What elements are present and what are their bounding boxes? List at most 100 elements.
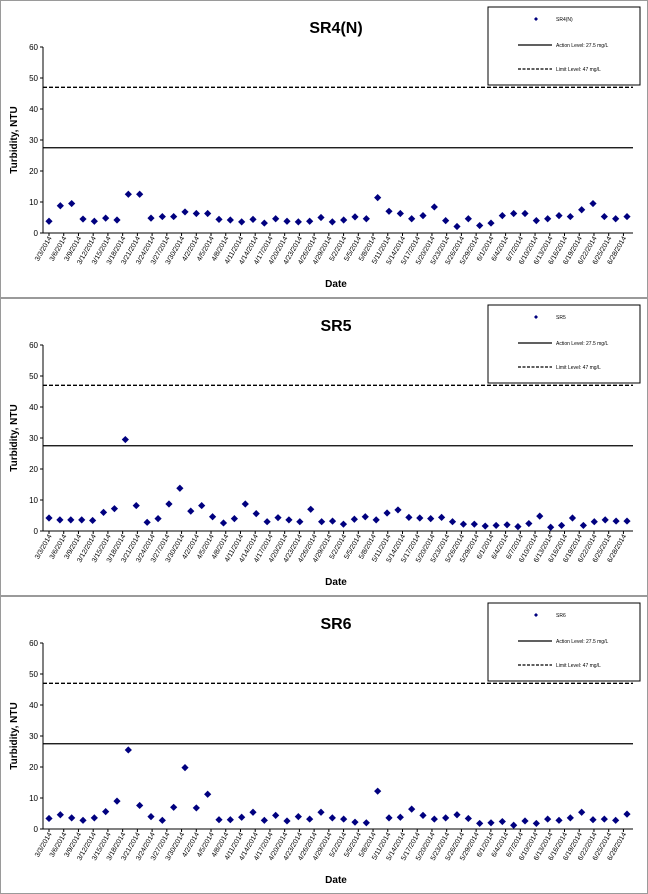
data-point (132, 501, 140, 510)
data-point (67, 516, 75, 524)
data-point (448, 518, 457, 526)
data-point (204, 209, 212, 218)
data-point (394, 506, 402, 514)
data-point (45, 217, 53, 225)
data-point (215, 816, 223, 824)
chart-panel-sr5: SR5 0 10 20 30 40 50 60 Turbidity, NTU 3/3/2014 3/… (0, 298, 648, 596)
data-point (99, 508, 108, 516)
data-point (601, 516, 609, 524)
legend-marker (534, 17, 538, 21)
data-point (45, 514, 53, 522)
data-point (521, 817, 529, 825)
y-tick-label: 10 (29, 794, 38, 803)
y-tick-label: 60 (29, 341, 38, 350)
legend-label: Action Level: 27.5 mg/L (556, 341, 608, 347)
data-point (170, 803, 178, 811)
data-point (181, 208, 189, 216)
data-point (260, 816, 268, 824)
data-point (600, 815, 608, 823)
data-point (56, 202, 64, 210)
data-point (249, 215, 257, 223)
y-tick-label: 60 (29, 43, 38, 52)
data-point (623, 810, 631, 818)
chart-title: SR4(N) (309, 20, 362, 37)
data-point (192, 804, 200, 812)
y-tick-label: 50 (29, 74, 38, 83)
data-point (285, 516, 293, 524)
data-point (158, 816, 166, 824)
y-tick-label: 30 (29, 136, 38, 145)
data-point (121, 435, 129, 444)
data-point (544, 815, 552, 823)
data-point (510, 209, 518, 218)
data-point (158, 212, 166, 221)
data-point (419, 811, 427, 819)
data-point (555, 212, 563, 220)
y-tick-label: 20 (29, 465, 38, 474)
data-point (181, 764, 189, 772)
data-point (317, 808, 325, 816)
data-point (566, 814, 574, 822)
data-point (623, 517, 631, 525)
data-point (510, 821, 518, 829)
y-tick-label: 0 (34, 527, 39, 536)
data-point (89, 516, 97, 525)
legend-label: SR5 (556, 315, 566, 321)
data-point (419, 212, 427, 220)
data-point (143, 518, 151, 526)
data-point (339, 520, 348, 528)
data-point (147, 214, 155, 222)
data-point (405, 513, 413, 521)
data-point (249, 808, 257, 816)
data-point (56, 811, 64, 819)
data-point (198, 501, 206, 510)
data-point (430, 203, 438, 211)
data-point (176, 484, 184, 492)
legend-label: Action Level: 27.5 mg/L (556, 639, 608, 645)
data-point (56, 516, 64, 524)
data-point (45, 814, 53, 823)
data-point (328, 517, 337, 525)
data-point (487, 219, 495, 227)
data-point (204, 790, 212, 798)
data-point (521, 209, 529, 218)
data-point (408, 805, 416, 813)
data-point (361, 513, 369, 521)
data-point (113, 216, 121, 224)
data-point (385, 814, 393, 822)
data-point (350, 515, 358, 523)
data-point (351, 213, 359, 221)
data-point (78, 516, 86, 524)
data-point (362, 819, 370, 827)
data-point (90, 217, 98, 225)
data-point (272, 215, 280, 223)
y-tick-label: 40 (29, 403, 38, 412)
data-point (612, 816, 620, 824)
data-point (487, 819, 495, 827)
y-tick-label: 0 (34, 229, 39, 238)
legend-box (487, 602, 641, 682)
data-point (110, 505, 119, 513)
data-point (532, 819, 540, 828)
data-point (525, 519, 533, 528)
data-point (578, 206, 586, 214)
legend-label: Limit Level: 47 mg/L (556, 663, 601, 669)
data-point (283, 217, 291, 225)
data-point (442, 217, 450, 225)
data-point (396, 813, 404, 821)
data-point (589, 199, 597, 208)
data-point (219, 519, 228, 527)
data-point (241, 500, 249, 508)
data-point (340, 815, 348, 823)
data-point (215, 215, 223, 223)
data-point (476, 221, 484, 230)
x-axis-title: Date (325, 875, 347, 886)
data-point (226, 216, 234, 224)
y-tick-label: 30 (29, 732, 38, 741)
legend-box (487, 304, 641, 384)
data-point (340, 216, 348, 224)
data-point (208, 513, 217, 521)
data-point (102, 214, 110, 222)
